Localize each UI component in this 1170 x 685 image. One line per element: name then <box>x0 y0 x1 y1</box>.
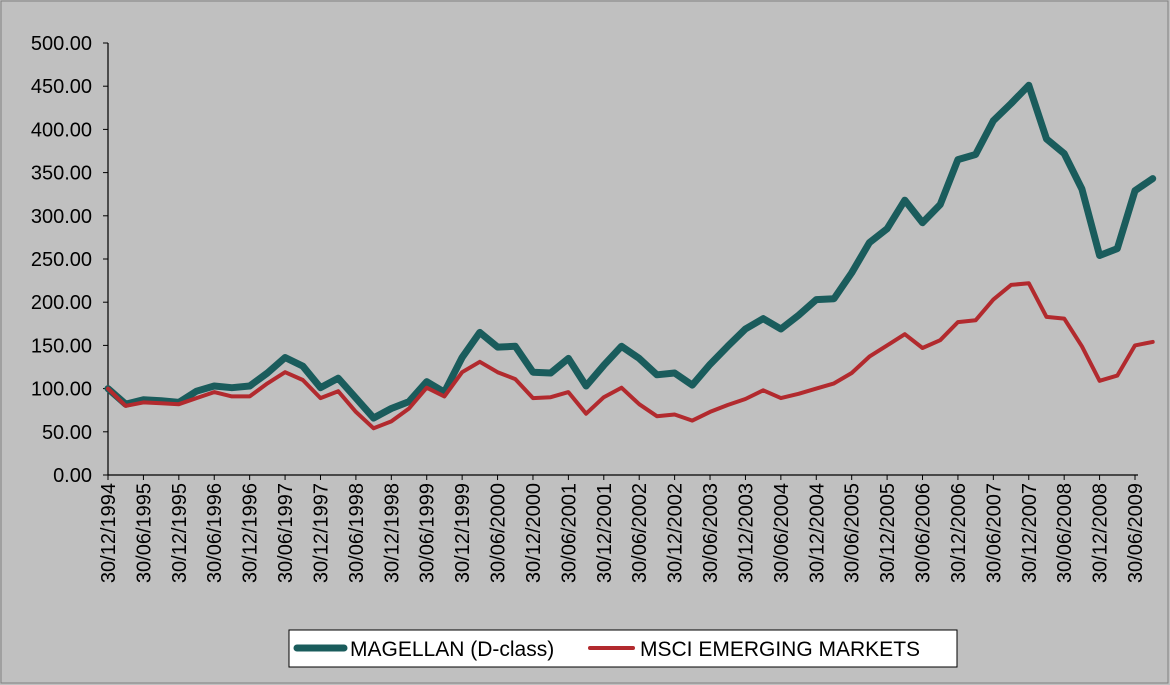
x-tick-label: 30/06/2004 <box>771 483 793 583</box>
y-tick-label: 50.00 <box>42 422 92 444</box>
x-tick-label: 30/12/2007 <box>1019 483 1041 583</box>
x-tick-label: 30/06/1998 <box>346 483 368 583</box>
x-tick-label: 30/06/1996 <box>204 483 226 583</box>
x-tick-label: 30/12/2001 <box>594 483 616 583</box>
legend: MAGELLAN (D-class) MSCI EMERGING MARKETS <box>288 629 958 668</box>
x-tick-label: 30/12/1996 <box>240 483 262 583</box>
x-tick-label: 30/06/1997 <box>275 483 297 583</box>
y-axis-ticks: 0.00 50.00 100.00 150.00 200.00 250.00 300.00 3… <box>31 33 108 487</box>
y-tick-label: 0.00 <box>53 465 92 487</box>
x-tick-label: 30/06/1995 <box>133 483 155 583</box>
y-tick-label: 400.00 <box>31 119 92 141</box>
x-tick-label: 30/12/1998 <box>381 483 403 583</box>
x-tick-label: 30/12/2000 <box>523 483 545 583</box>
legend-label-msci: MSCI EMERGING MARKETS <box>640 638 920 661</box>
series-line-msci <box>106 281 1155 431</box>
y-tick-label: 200.00 <box>31 292 92 314</box>
x-tick-label: 30/12/1999 <box>452 483 474 583</box>
x-tick-label: 30/06/2003 <box>700 483 722 583</box>
series-line-magellan <box>104 81 1157 422</box>
x-tick-label: 30/12/1994 <box>98 483 120 583</box>
x-tick-label: 30/12/2005 <box>877 483 899 583</box>
x-tick-label: 30/12/2006 <box>948 483 970 583</box>
y-tick-label: 100.00 <box>31 379 92 401</box>
y-tick-label: 300.00 <box>31 206 92 228</box>
x-tick-label: 30/06/2005 <box>842 483 864 583</box>
x-tick-label: 30/12/2003 <box>735 483 757 583</box>
x-axis-ticks: 30/12/1994 30/06/1995 30/12/1995 30/06/1996… <box>98 475 1147 583</box>
x-tick-label: 30/06/2007 <box>983 483 1005 583</box>
y-tick-label: 150.00 <box>31 335 92 357</box>
y-tick-label: 350.00 <box>31 163 92 185</box>
y-tick-label: 250.00 <box>31 249 92 271</box>
x-tick-label: 30/12/2004 <box>806 483 828 583</box>
x-tick-label: 30/06/2001 <box>558 483 580 583</box>
y-tick-label: 450.00 <box>31 76 92 98</box>
x-tick-label: 30/12/1995 <box>169 483 191 583</box>
y-tick-label: 500.00 <box>31 33 92 55</box>
x-tick-label: 30/06/1999 <box>417 483 439 583</box>
x-tick-label: 30/06/2002 <box>629 483 651 583</box>
x-tick-label: 30/12/1997 <box>310 483 332 583</box>
x-tick-label: 30/06/2009 <box>1125 483 1147 583</box>
series-lines <box>104 81 1157 431</box>
x-tick-label: 30/06/2008 <box>1054 483 1076 583</box>
legend-label-magellan: MAGELLAN (D-class) <box>350 638 554 661</box>
x-tick-label: 30/06/2006 <box>913 483 935 583</box>
x-tick-label: 30/06/2000 <box>488 483 510 583</box>
x-tick-label: 30/12/2002 <box>665 483 687 583</box>
plot-area <box>108 43 1138 475</box>
x-tick-label: 30/12/2008 <box>1090 483 1112 583</box>
